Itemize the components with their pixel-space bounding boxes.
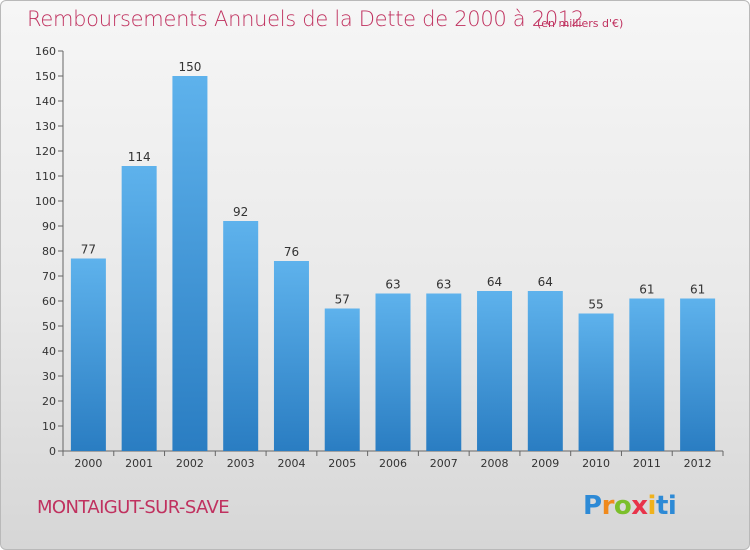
bar-2001 [121,166,157,451]
proxiti-logo[interactable]: Proxiti [583,491,677,521]
bar-2003 [223,221,259,451]
bar-2006 [375,293,411,451]
y-tick-label: 0 [49,445,56,458]
y-tick-label: 110 [35,170,56,183]
x-tick-label-2003: 2003 [227,457,255,470]
y-tick-label: 10 [42,420,56,433]
value-label-2004: 76 [284,245,299,259]
value-label-2009: 64 [538,275,553,289]
x-tick-label-2006: 2006 [379,457,407,470]
y-tick-label: 150 [35,70,56,83]
y-tick-label: 30 [42,370,56,383]
value-label-2001: 114 [128,150,151,164]
value-label-2002: 150 [178,60,201,74]
x-tick-label-2008: 2008 [481,457,509,470]
bar-2004 [273,261,309,451]
y-tick-label: 60 [42,295,56,308]
bar-2008 [477,291,513,451]
bar-2000 [70,258,106,451]
x-tick-label-2007: 2007 [430,457,458,470]
bar-2012 [680,298,716,451]
bar-2009 [527,291,563,451]
y-tick-label: 160 [35,45,56,58]
bars: 77 114 150 92 76 57 63 63 64 64 55 61 61 [70,60,716,451]
value-label-2003: 92 [233,205,248,219]
y-tick-label: 20 [42,395,56,408]
x-tick-label-2010: 2010 [582,457,610,470]
x-tick-label-2001: 2001 [125,457,153,470]
y-tick-label: 90 [42,220,56,233]
value-label-2005: 57 [335,293,350,307]
chart-title: Remboursements Annuels de la Dette de 20… [27,7,584,31]
bar-2011 [629,298,665,451]
y-tick-label: 50 [42,320,56,333]
axes: 0 10 20 30 40 50 60 70 80 90 100 110 120 130 140 150 160… [35,45,724,470]
y-tick-label: 80 [42,245,56,258]
x-tick-label-2011: 2011 [633,457,661,470]
x-tick-label-2002: 2002 [176,457,204,470]
y-tick-label: 140 [35,95,56,108]
bar-2002 [172,76,208,451]
y-tick-label: 120 [35,145,56,158]
value-label-2006: 63 [385,278,400,292]
value-label-2010: 55 [588,298,603,312]
y-tick-label: 40 [42,345,56,358]
x-tick-label-2000: 2000 [74,457,102,470]
value-label-2008: 64 [487,275,502,289]
y-tick-label: 70 [42,270,56,283]
bar-2010 [578,313,614,451]
unit-note: (en milliers d'€) [537,17,624,30]
y-tick-label: 130 [35,120,56,133]
value-label-2011: 61 [639,283,654,297]
value-label-2007: 63 [436,278,451,292]
y-tick-label: 100 [35,195,56,208]
value-label-2012: 61 [690,283,705,297]
x-tick-label-2005: 2005 [328,457,356,470]
value-label-2000: 77 [81,243,96,257]
commune-name: MONTAIGUT-SUR-SAVE [37,497,230,518]
x-tick-label-2004: 2004 [277,457,305,470]
bar-2005 [324,308,360,451]
x-tick-label-2012: 2012 [684,457,712,470]
bar-2007 [426,293,462,451]
x-tick-label-2009: 2009 [531,457,559,470]
